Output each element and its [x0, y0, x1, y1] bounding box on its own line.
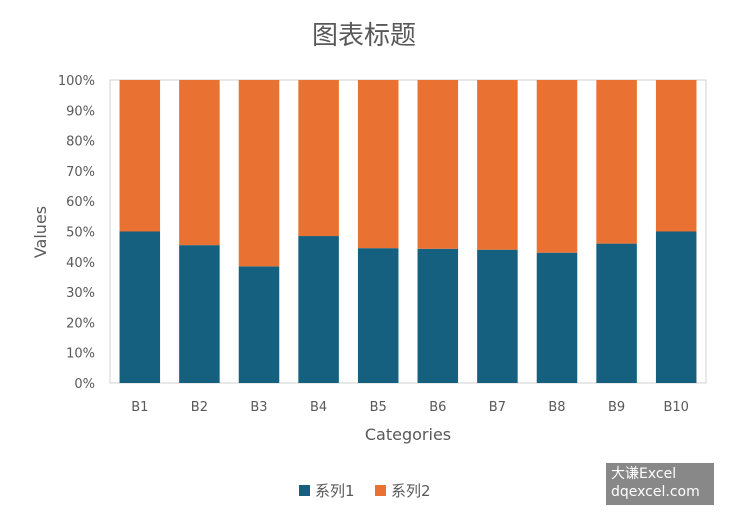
bar-series1-b9 [596, 243, 637, 383]
y-tick-label: 80% [66, 135, 95, 150]
y-tick-label: 20% [66, 316, 95, 331]
y-axis-label: Values [31, 206, 50, 258]
bar-series2-b6 [417, 80, 459, 249]
x-tick-label: B7 [489, 400, 506, 415]
legend-label-series1: 系列1 [315, 482, 355, 500]
x-tick-label: B1 [131, 400, 148, 415]
watermark-line2: dqexcel.com [611, 484, 700, 500]
x-tick-label: B8 [548, 400, 565, 415]
bar-series2-b3 [238, 80, 280, 267]
bar-series2-b2 [179, 80, 220, 246]
y-tick-label: 90% [66, 104, 95, 119]
bar-series1-b1 [119, 231, 161, 383]
bar-series1-b8 [536, 252, 578, 383]
bar-series2-b5 [357, 80, 399, 249]
x-axis-label: Categories [365, 425, 451, 444]
bar-series1-b5 [357, 248, 399, 383]
y-tick-label: 0% [74, 377, 95, 392]
y-tick-label: 60% [66, 195, 95, 210]
watermark: 大谦Excel dqexcel.com [606, 463, 714, 505]
bar-series2-b7 [477, 80, 518, 250]
bar-series1-b7 [477, 249, 518, 383]
x-axis: B1 B2 B3 B4 B5 B6 B7 B8 B9 B10 [131, 400, 689, 415]
legend-swatch-series2 [375, 485, 386, 496]
y-tick-label: 50% [66, 226, 95, 241]
bar-series2-b10 [655, 80, 697, 232]
bar-series1-b4 [298, 236, 339, 383]
x-tick-label: B3 [250, 400, 267, 415]
chart-title: 图表标题 [312, 21, 416, 51]
x-tick-label: B6 [429, 400, 446, 415]
y-tick-label: 40% [66, 256, 95, 271]
y-tick-label: 10% [66, 347, 95, 362]
bars-group [119, 80, 697, 383]
bar-series2-b1 [119, 80, 161, 232]
x-tick-label: B9 [608, 400, 625, 415]
y-tick-label: 100% [58, 74, 95, 89]
legend-swatch-series1 [299, 485, 310, 496]
bar-series2-b4 [298, 80, 339, 237]
bar-series1-b6 [417, 248, 459, 383]
x-tick-label: B4 [310, 400, 327, 415]
y-tick-label: 30% [66, 286, 95, 301]
bar-series1-b2 [179, 245, 220, 383]
legend: 系列1 系列2 [299, 482, 431, 500]
bar-series1-b3 [238, 266, 280, 383]
y-tick-label: 70% [66, 165, 95, 180]
y-axis: 0% 10% 20% 30% 40% 50% 60% 70% 80% 90% 100% [58, 74, 95, 392]
bar-series2-b9 [596, 80, 637, 244]
x-tick-label: B5 [370, 400, 387, 415]
x-tick-label: B2 [191, 400, 208, 415]
bar-series1-b10 [655, 231, 697, 383]
plot-area [109, 79, 707, 384]
legend-label-series2: 系列2 [391, 482, 431, 500]
x-tick-label: B10 [663, 400, 688, 415]
watermark-line1: 大谦Excel [611, 466, 677, 482]
bar-series2-b8 [536, 80, 578, 253]
